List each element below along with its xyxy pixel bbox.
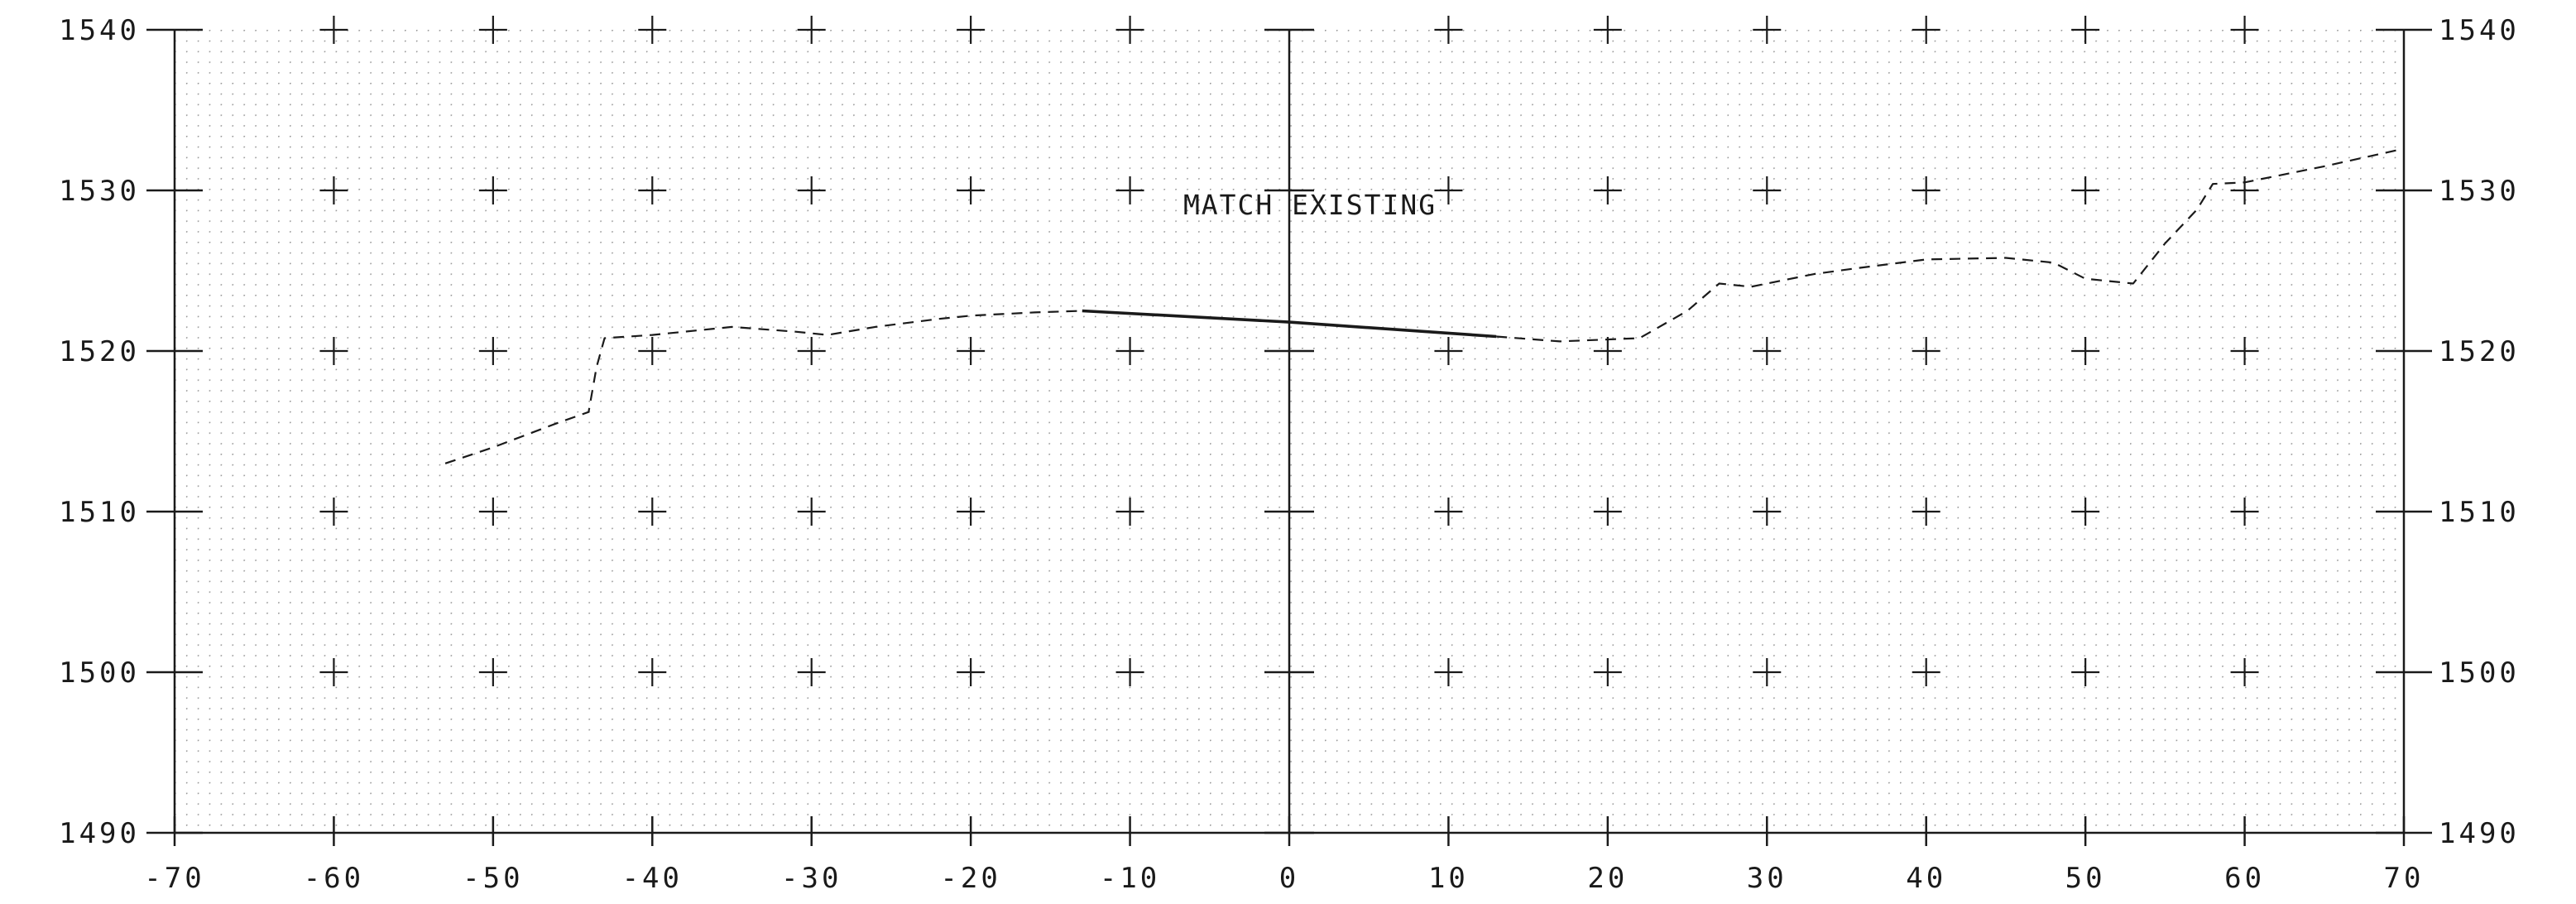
- grid-cross: [797, 337, 826, 365]
- grid-cross: [319, 16, 348, 44]
- grid-cross: [2071, 16, 2100, 44]
- grid-cross: [1593, 337, 1622, 365]
- grid-cross: [2071, 658, 2100, 686]
- plot-frame: [146, 28, 2432, 846]
- grid-cross: [1593, 498, 1622, 526]
- grid-cross: [1115, 337, 1144, 365]
- grid-cross: [1434, 658, 1463, 686]
- grid-cross: [478, 176, 507, 204]
- grid-cross: [2230, 498, 2259, 526]
- grid-cross: [1434, 16, 1463, 44]
- grid-cross: [1753, 658, 1782, 686]
- grid-cross: [1434, 337, 1463, 365]
- grid-cross: [638, 658, 667, 686]
- y-tick-label-right: 1520: [2439, 335, 2520, 368]
- profile-lines: [444, 147, 2405, 464]
- existing-ground-line-dashed: [444, 310, 1082, 464]
- x-tick-label: -10: [1100, 862, 1160, 895]
- x-tick-label: 30: [1747, 862, 1787, 895]
- x-tick-label: 60: [2224, 862, 2265, 895]
- grid-cross: [2230, 337, 2259, 365]
- y-tick-label-left: 1490: [59, 817, 140, 850]
- x-tick-label: -60: [304, 862, 364, 895]
- grid-cross: [319, 498, 348, 526]
- grid-cross: [2230, 658, 2259, 686]
- grid-cross: [1593, 16, 1622, 44]
- grid-cross: [1753, 16, 1782, 44]
- grid-cross: [2230, 176, 2259, 204]
- grid-cross: [478, 498, 507, 526]
- x-tick-label: 70: [2384, 862, 2425, 895]
- x-tick-label: -20: [940, 862, 1000, 895]
- x-tick-label: -40: [622, 862, 683, 895]
- grid-cross: [1593, 658, 1622, 686]
- x-tick-label: 10: [1428, 862, 1469, 895]
- grid-cross: [1912, 176, 1940, 204]
- grid-cross: [797, 176, 826, 204]
- x-tick-label: 40: [1906, 862, 1946, 895]
- grid-cross: [1115, 176, 1144, 204]
- x-axis-tick-labels: -70 -60 -50 -40 -30 -20 -10 0 10 20 30 40 50 60 70: [144, 862, 2425, 895]
- y-tick-label-left: 1510: [59, 496, 140, 529]
- existing-ground-line-dashed: [1496, 147, 2405, 343]
- x-tick-label: -50: [463, 862, 523, 895]
- y-tick-label-right: 1500: [2439, 656, 2520, 690]
- grid-cross: [957, 337, 986, 365]
- grid-cross: [638, 337, 667, 365]
- match-existing-note: MATCH EXISTING: [1183, 189, 1437, 221]
- y-tick-label-right: 1530: [2439, 175, 2520, 208]
- grid-cross: [319, 176, 348, 204]
- grid-cross: [1753, 176, 1782, 204]
- grid-cross: [319, 337, 348, 365]
- y-tick-label-left: 1500: [59, 656, 140, 690]
- grid-cross: [2071, 337, 2100, 365]
- proposed-section-line: [1082, 309, 1497, 339]
- y-tick-label-right: 1540: [2439, 14, 2520, 47]
- grid-cross: [1912, 337, 1940, 365]
- grid-cross: [638, 16, 667, 44]
- grid-cross: [1912, 16, 1940, 44]
- grid-cross: [957, 658, 986, 686]
- annotations: MATCH EXISTING: [1183, 189, 1437, 221]
- grid-crosses: [319, 16, 2259, 686]
- grid-cross: [319, 658, 348, 686]
- grid-cross: [1912, 658, 1940, 686]
- y-tick-label-right: 1510: [2439, 496, 2520, 529]
- grid-cross: [957, 176, 986, 204]
- grid-cross: [957, 498, 986, 526]
- grid-cross: [797, 498, 826, 526]
- y-tick-label-left: 1520: [59, 335, 140, 368]
- grid-cross: [1593, 176, 1622, 204]
- grid-cross: [797, 658, 826, 686]
- y-tick-label-right: 1490: [2439, 817, 2520, 850]
- grid-cross: [1115, 498, 1144, 526]
- grid-cross: [1115, 16, 1144, 44]
- x-tick-label: 0: [1279, 862, 1299, 895]
- y-tick-label-left: 1540: [59, 14, 140, 47]
- y-tick-label-left: 1530: [59, 175, 140, 208]
- grid-cross: [957, 16, 986, 44]
- grid-cross: [2071, 498, 2100, 526]
- x-tick-label: 20: [1587, 862, 1628, 895]
- grid-cross: [797, 16, 826, 44]
- grid-cross: [478, 658, 507, 686]
- x-tick-label: -70: [144, 862, 204, 895]
- grid-cross: [2230, 16, 2259, 44]
- grid-cross: [638, 176, 667, 204]
- grid-cross: [1912, 498, 1940, 526]
- x-tick-label: 50: [2065, 862, 2106, 895]
- x-tick-label: -30: [781, 862, 842, 895]
- grid-cross: [1434, 498, 1463, 526]
- grid-cross: [478, 337, 507, 365]
- grid-cross: [1115, 658, 1144, 686]
- grid-cross: [478, 16, 507, 44]
- grid-cross: [638, 498, 667, 526]
- grid-cross: [2071, 176, 2100, 204]
- grid-cross: [1753, 337, 1782, 365]
- grid-cross: [1753, 498, 1782, 526]
- y-axis-tick-labels: 1490 1490 1500 1500 1510 1510 1520 1520 1530 1530…: [59, 14, 2520, 850]
- grid-cross: [1434, 176, 1463, 204]
